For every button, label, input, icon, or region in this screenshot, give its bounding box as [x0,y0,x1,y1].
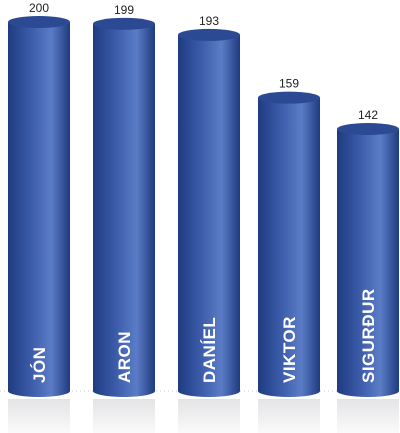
bar-top-cap [258,91,320,104]
bar-base [337,385,399,397]
bar [178,34,240,391]
bar-category-label: DANÍEL [200,317,219,383]
bar-value-label: 193 [199,14,219,28]
bar-category-label: ARON [115,331,134,383]
bar-category-label: JÓN [30,347,49,383]
bar-value-label: 200 [29,1,49,15]
bar-base [178,385,240,397]
bar-top-cap [337,123,399,136]
bar-reflection [8,399,70,433]
bar-reflection [93,399,155,433]
bar [258,97,320,392]
bar [93,23,155,391]
bar-value-label: 159 [279,77,299,91]
bar-top-cap [93,17,155,30]
bar [8,22,70,391]
bar-reflection [337,399,399,433]
bar-top-cap [178,28,240,41]
bar-reflection [178,399,240,433]
bar-top-cap [8,16,70,28]
bar-base [8,385,70,397]
bar-base [93,385,155,397]
bar-value-label: 142 [358,108,378,122]
bar-value-label: 199 [114,3,134,17]
bar [337,129,399,391]
bar-reflection [258,399,320,433]
bar-base [258,385,320,397]
bar-category-label: VIKTOR [280,316,299,383]
bar-category-label: SIGURÐUR [359,288,378,383]
